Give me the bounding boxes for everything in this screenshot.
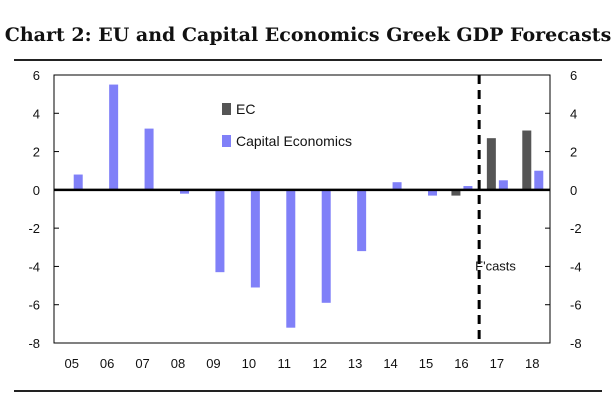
y-tick-label-left: 2 [33, 145, 40, 160]
y-tick-label-left: -4 [28, 259, 40, 274]
y-tick-label-left: -2 [28, 221, 40, 236]
y-tick-label-left: 0 [33, 183, 40, 198]
x-tick-label: 07 [135, 356, 149, 371]
bar-ec-18 [522, 130, 532, 190]
y-tick-label-right: -6 [570, 298, 582, 313]
bar-capital-economics-05 [73, 174, 83, 190]
y-tick-label-right: -8 [570, 336, 582, 351]
x-tick-label: 15 [419, 356, 433, 371]
title-rule [14, 59, 602, 61]
forecast-annotation: F'casts [475, 258, 516, 273]
x-tick-label: 10 [242, 356, 256, 371]
x-tick-label: 17 [490, 356, 504, 371]
x-tick-label: 05 [64, 356, 78, 371]
bar-capital-economics-10 [250, 189, 260, 288]
bar-capital-economics-07 [144, 128, 154, 190]
y-tick-label-left: -6 [28, 298, 40, 313]
legend-label-1: Capital Economics [236, 133, 352, 149]
y-tick-label-right: -2 [570, 221, 582, 236]
bar-capital-economics-15 [428, 189, 437, 196]
x-tick-label: 13 [348, 356, 362, 371]
y-tick-label-left: -8 [28, 336, 40, 351]
bar-capital-economics-09 [215, 189, 225, 273]
bottom-rule [14, 390, 602, 392]
bar-capital-economics-13 [357, 189, 367, 252]
x-tick-label: 16 [454, 356, 468, 371]
y-tick-label-left: 6 [33, 68, 40, 83]
y-tick-label-right: -4 [570, 259, 582, 274]
legend-swatch-1 [222, 135, 231, 147]
y-tick-label-right: 4 [570, 106, 577, 121]
x-tick-label: 11 [278, 356, 292, 371]
bar-capital-economics-17 [498, 180, 508, 190]
y-tick-label-right: 6 [570, 68, 577, 83]
y-tick-label-right: 2 [570, 145, 577, 160]
x-tick-label: 09 [206, 356, 220, 371]
plot-area [53, 74, 551, 344]
x-tick-label: 12 [312, 356, 326, 371]
bar-ec-16 [451, 189, 461, 196]
bar-capital-economics-11 [286, 189, 296, 328]
x-tick-label: 06 [100, 356, 114, 371]
bar-capital-economics-12 [321, 189, 331, 303]
bar-capital-economics-16 [463, 186, 473, 190]
bar-capital-economics-18 [534, 170, 544, 190]
x-tick-label: 08 [171, 356, 185, 371]
x-tick-label: 18 [525, 356, 539, 371]
bar-ec-17 [486, 138, 496, 190]
legend-swatch-0 [222, 103, 231, 115]
x-tick-label: 14 [383, 356, 397, 371]
y-tick-label-left: 4 [33, 106, 40, 121]
bar-capital-economics-14 [392, 182, 402, 190]
bar-capital-economics-06 [109, 84, 119, 190]
legend-label-0: EC [236, 101, 255, 117]
y-tick-label-right: 0 [570, 183, 577, 198]
chart-title: Chart 2: EU and Capital Economics Greek … [4, 24, 612, 46]
bar-capital-economics-08 [180, 189, 189, 194]
